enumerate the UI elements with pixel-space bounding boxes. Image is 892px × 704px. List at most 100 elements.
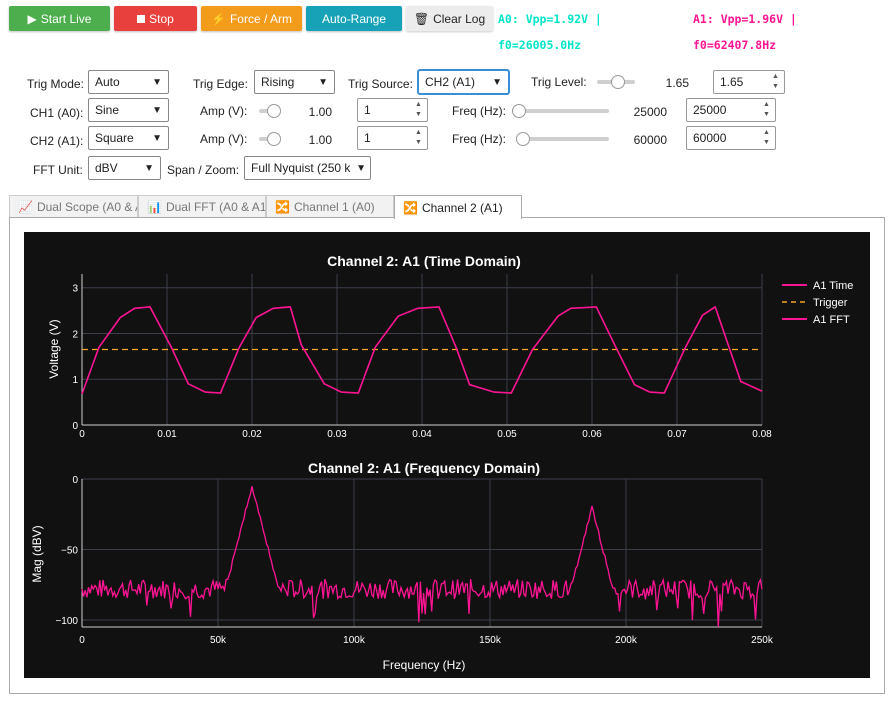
tab-dual-fft[interactable]: 📊 Dual FFT (A0 & A1) (138, 195, 266, 217)
time-y-tick-label: 1 (72, 375, 78, 386)
a1-status-line1: A1: Vpp=1.96V | (693, 12, 797, 26)
legend-a1-fft: A1 FFT (813, 314, 850, 326)
slider-thumb[interactable] (267, 104, 281, 118)
time-x-tick-label: 0.07 (667, 429, 687, 440)
time-x-tick-label: 0.05 (497, 429, 517, 440)
ch2-amp-input[interactable]: 1 ▲ ▼ (357, 126, 428, 150)
chevron-down-icon: ▼ (318, 76, 328, 88)
time-x-tick-label: 0.04 (412, 429, 432, 440)
shuffle-icon: 🔀 (275, 199, 290, 214)
ch2-amp-label: Amp (V): (200, 132, 248, 146)
tab-channel-2[interactable]: 🔀 Channel 2 (A1) (394, 195, 522, 219)
freq-x-tick-label: 150k (479, 635, 502, 646)
plot-area: 0 0.01 0.02 0.03 0.04 0.05 0.06 0.07 0.08 0 1 2 3 C… (24, 232, 870, 678)
ch2-label: CH2 (A1): (30, 134, 84, 148)
trash-icon: 🗑 (413, 11, 430, 26)
ch1-amp-slider[interactable] (259, 104, 281, 118)
a0-status-line1: A0: Vpp=1.92V | (498, 12, 602, 26)
time-x-tick-label: 0.03 (327, 429, 347, 440)
time-y-ticks: 0 1 2 3 (72, 284, 78, 432)
time-x-tick-label: 0.02 (242, 429, 262, 440)
freq-x-tick-label: 50k (210, 635, 227, 646)
legend-trigger: Trigger (813, 297, 848, 309)
time-y-tick-label: 0 (72, 421, 78, 432)
ch2-amp-slider[interactable] (259, 132, 281, 146)
freq-y-tick-label: −50 (61, 545, 78, 556)
chart-line-icon: 📈 (18, 199, 33, 214)
trig-source-select[interactable]: CH2 (A1) ▼ (418, 70, 509, 94)
ch1-freq-label: Freq (Hz): (452, 104, 506, 118)
freq-y-tick-label: −100 (55, 616, 78, 627)
slider-thumb[interactable] (512, 104, 526, 118)
time-y-tick-label: 3 (72, 284, 78, 295)
span-zoom-label: Span / Zoom: (167, 163, 240, 177)
chevron-down-icon: ▼ (356, 162, 366, 174)
freq-y-axis-label: Mag (dBV) (30, 525, 44, 582)
time-y-tick-label: 2 (72, 329, 78, 340)
chevron-down-icon: ▼ (152, 104, 162, 116)
ch2-freq-input[interactable]: 60000 ▲ ▼ (686, 126, 776, 150)
clear-log-button[interactable]: 🗑 Clear Log (406, 6, 493, 31)
time-x-tick-label: 0 (79, 429, 85, 440)
trig-mode-label: Trig Mode: (27, 77, 84, 91)
play-icon: ▶ (27, 11, 37, 26)
trig-source-label: Trig Source: (348, 77, 413, 91)
slider-thumb[interactable] (516, 132, 530, 146)
ch1-freq-input[interactable]: 25000 ▲ ▼ (686, 98, 776, 122)
time-chart-title: Channel 2: A1 (Time Domain) (327, 253, 521, 269)
force-arm-button[interactable]: ⚡ Force / Arm (201, 6, 302, 31)
spinner-icon[interactable]: ▲ ▼ (763, 101, 770, 118)
a0-status-line2: f0=26005.0Hz (498, 38, 582, 52)
a1-fft-series (81, 486, 763, 628)
ch1-amp-label: Amp (V): (200, 104, 248, 118)
slider-thumb[interactable] (267, 132, 281, 146)
time-grid (81, 274, 763, 426)
spinner-icon[interactable]: ▲ ▼ (772, 73, 779, 90)
freq-x-tick-label: 100k (343, 635, 366, 646)
spinner-icon[interactable]: ▲ ▼ (415, 101, 422, 118)
shuffle-icon: 🔀 (403, 200, 418, 215)
time-y-axis-label: Voltage (V) (47, 319, 61, 378)
trig-level-input[interactable]: 1.65 ▲ ▼ (713, 70, 785, 94)
ch2-freq-value: 60000 (633, 133, 667, 147)
ch1-label: CH1 (A0): (30, 106, 84, 120)
stop-icon (137, 14, 146, 23)
chevron-down-icon: ▼ (152, 132, 162, 144)
bar-chart-icon: 📊 (147, 199, 162, 214)
time-x-tick-label: 0.01 (157, 429, 177, 440)
spinner-icon[interactable]: ▲ ▼ (763, 129, 770, 146)
trig-edge-select[interactable]: Rising ▼ (254, 70, 335, 94)
ch1-amp-value: 1.00 (308, 105, 332, 119)
slider-thumb[interactable] (611, 75, 625, 89)
span-zoom-select[interactable]: Full Nyquist (250 kHz)▼ (244, 156, 371, 180)
stop-button[interactable]: Stop (114, 6, 197, 31)
ch1-amp-input[interactable]: 1 ▲ ▼ (357, 98, 428, 122)
plot-canvas: 0 0.01 0.02 0.03 0.04 0.05 0.06 0.07 0.08 0 1 2 3 C… (30, 253, 853, 672)
freq-chart-title: Channel 2: A1 (Frequency Domain) (308, 460, 540, 476)
ch2-freq-slider[interactable] (516, 132, 609, 146)
time-x-ticks: 0 0.01 0.02 0.03 0.04 0.05 0.06 0.07 0.08 (79, 429, 772, 440)
tab-dual-scope[interactable]: 📈Dual Scope (A0 & A1) (9, 195, 138, 217)
time-x-tick-label: 0.06 (582, 429, 602, 440)
trig-mode-select[interactable]: Auto ▼ (88, 70, 169, 94)
tab-channel-1[interactable]: 🔀 Channel 1 (A0) (266, 195, 394, 217)
trig-level-slider[interactable] (597, 75, 635, 89)
auto-range-button[interactable]: Auto-Range (306, 6, 402, 31)
ch1-freq-slider[interactable] (512, 104, 609, 118)
legend: A1 Time Trigger A1 FFT (782, 280, 853, 326)
chevron-down-icon: ▼ (152, 76, 162, 88)
ch2-wave-select[interactable]: Square ▼ (88, 126, 169, 150)
ch1-wave-select[interactable]: Sine ▼ (88, 98, 169, 122)
a1-status-line2: f0=62407.8Hz (693, 38, 777, 52)
a1-time-series (81, 305, 763, 395)
fft-unit-select[interactable]: dBV ▼ (88, 156, 161, 180)
freq-y-tick-label: 0 (72, 475, 78, 486)
freq-x-tick-label: 200k (615, 635, 638, 646)
chevron-down-icon: ▼ (144, 162, 154, 174)
lightning-icon: ⚡ (211, 11, 226, 26)
trig-edge-label: Trig Edge: (193, 77, 248, 91)
freq-x-tick-label: 250k (751, 635, 774, 646)
start-live-button[interactable]: ▶ Start Live (9, 6, 110, 31)
spinner-icon[interactable]: ▲ ▼ (415, 129, 422, 146)
freq-grid (81, 478, 763, 628)
